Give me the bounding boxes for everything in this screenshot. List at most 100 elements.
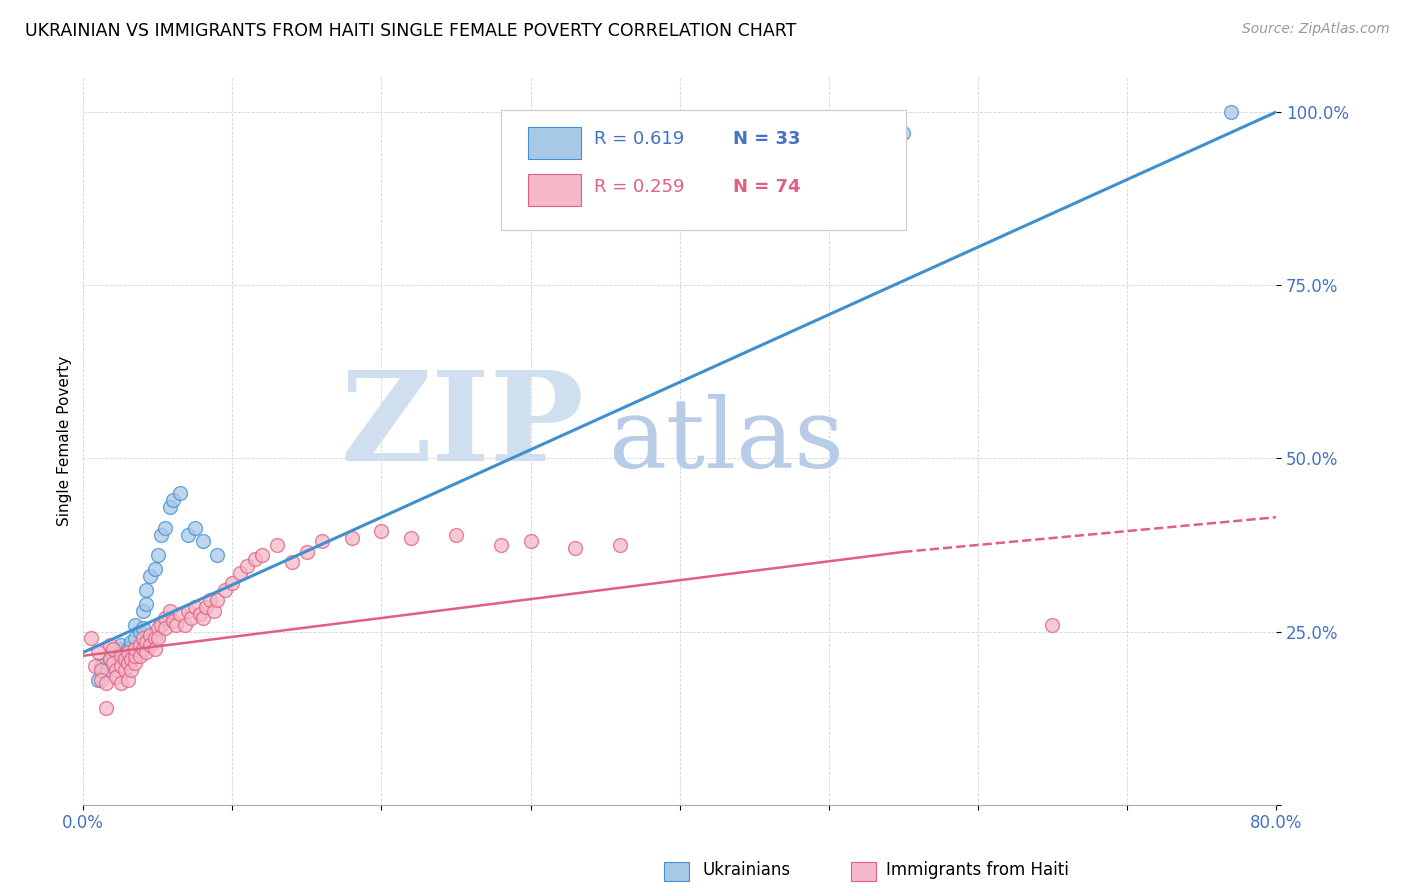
Point [135, 597, 157, 611]
Point [191, 610, 214, 624]
Point [180, 610, 202, 624]
Point [114, 648, 136, 663]
Point [132, 621, 155, 635]
Point [94, 676, 117, 690]
Text: atlas: atlas [609, 394, 844, 488]
Point [132, 604, 155, 618]
Text: Ukrainians: Ukrainians [703, 861, 792, 879]
Point [117, 645, 139, 659]
Text: R = 0.619: R = 0.619 [593, 130, 685, 148]
Point [105, 663, 128, 677]
Point [340, 531, 363, 545]
Point [1220, 105, 1243, 120]
Point [519, 534, 541, 549]
Point [162, 492, 184, 507]
Point [105, 669, 128, 683]
Point [110, 641, 132, 656]
Text: R = 0.259: R = 0.259 [593, 178, 685, 195]
Point [173, 617, 195, 632]
Point [143, 641, 166, 656]
Point [229, 566, 252, 580]
Point [198, 593, 221, 607]
Point [401, 531, 423, 545]
Point [155, 610, 177, 624]
Point [243, 551, 266, 566]
Point [159, 604, 181, 618]
Point [165, 617, 187, 632]
Point [143, 632, 166, 646]
Point [266, 538, 288, 552]
Y-axis label: Single Female Poverty: Single Female Poverty [58, 356, 72, 526]
Point [105, 645, 128, 659]
Point [87, 645, 110, 659]
Point [207, 593, 229, 607]
FancyBboxPatch shape [529, 174, 581, 206]
Point [207, 549, 229, 563]
Text: N = 33: N = 33 [734, 130, 801, 148]
Point [110, 659, 132, 673]
Point [370, 524, 392, 538]
Point [135, 582, 157, 597]
Point [110, 676, 132, 690]
FancyBboxPatch shape [501, 111, 907, 230]
Point [124, 632, 146, 646]
Text: Source: ZipAtlas.com: Source: ZipAtlas.com [1241, 22, 1389, 37]
Point [155, 621, 177, 635]
Point [114, 652, 136, 666]
Point [120, 663, 142, 677]
Point [146, 621, 169, 635]
Point [188, 607, 211, 622]
Point [124, 656, 146, 670]
Point [444, 527, 467, 541]
Point [101, 648, 124, 663]
Point [132, 641, 155, 656]
Point [221, 576, 243, 591]
Point [114, 663, 136, 677]
Point [135, 635, 157, 649]
Point [149, 527, 172, 541]
Point [204, 604, 226, 618]
Point [184, 600, 207, 615]
Point [87, 673, 110, 687]
Point [139, 628, 162, 642]
Point [124, 648, 146, 663]
Point [169, 486, 191, 500]
Point [564, 541, 586, 556]
Point [117, 656, 139, 670]
Point [117, 673, 139, 687]
Point [194, 600, 217, 615]
Point [139, 639, 162, 653]
Point [489, 538, 512, 552]
Point [129, 624, 152, 639]
Point [117, 645, 139, 659]
Point [135, 645, 157, 659]
Point [110, 648, 132, 663]
Point [84, 659, 107, 673]
Point [98, 639, 121, 653]
Point [139, 569, 162, 583]
Point [191, 534, 214, 549]
Point [80, 632, 103, 646]
Point [94, 663, 117, 677]
Point [101, 641, 124, 656]
Point [236, 558, 259, 573]
Point [891, 126, 914, 140]
Text: UKRAINIAN VS IMMIGRANTS FROM HAITI SINGLE FEMALE POVERTY CORRELATION CHART: UKRAINIAN VS IMMIGRANTS FROM HAITI SINGL… [25, 22, 797, 40]
Text: N = 74: N = 74 [734, 178, 801, 195]
Point [120, 635, 142, 649]
Point [159, 500, 181, 514]
Point [609, 538, 631, 552]
Point [1042, 617, 1064, 632]
Point [146, 632, 169, 646]
Point [90, 663, 112, 677]
Point [169, 607, 191, 622]
Point [124, 641, 146, 656]
Point [94, 700, 117, 714]
Point [129, 648, 152, 663]
Point [176, 527, 198, 541]
Point [176, 604, 198, 618]
Point [214, 582, 236, 597]
Text: ZIP: ZIP [340, 366, 585, 487]
Point [184, 521, 207, 535]
Point [146, 549, 169, 563]
